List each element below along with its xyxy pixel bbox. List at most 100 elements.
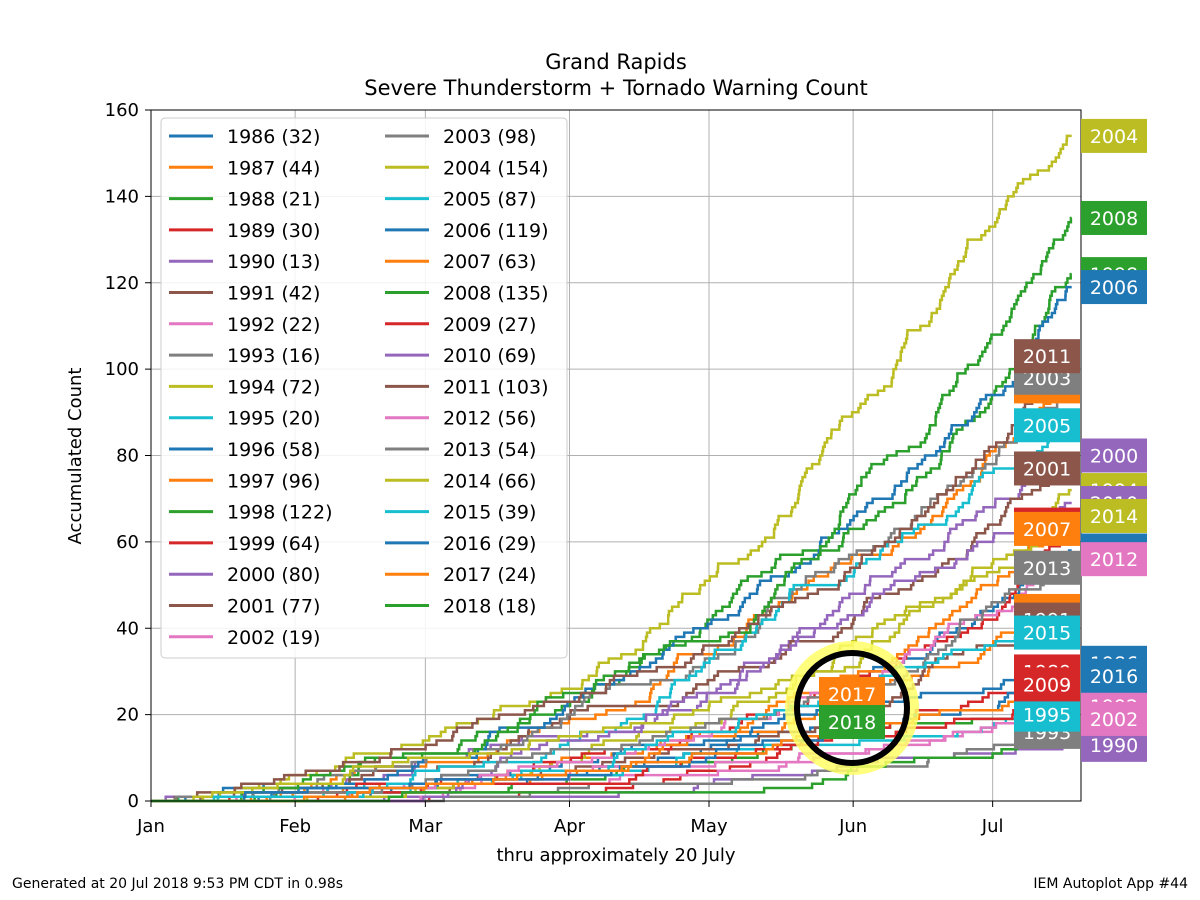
year-label-2008: 2008 <box>1081 200 1147 235</box>
year-label-text: 2018 <box>828 712 876 734</box>
year-label-text: 2005 <box>1023 415 1071 437</box>
legend-entry-1986: 1986 (32) <box>169 126 320 148</box>
year-label-2015: 2015 <box>1014 615 1080 650</box>
year-label-2002: 2002 <box>1081 701 1147 736</box>
series-line-2004 <box>151 134 1072 803</box>
year-label-text: 2006 <box>1090 277 1138 299</box>
year-label-text: 2011 <box>1023 346 1071 368</box>
app-credit: IEM Autoplot App #44 <box>1033 876 1188 892</box>
x-tick-label: May <box>690 816 728 837</box>
legend-entry-2010: 2010 (69) <box>385 345 536 367</box>
legend-label: 2015 (39) <box>443 502 536 524</box>
year-label-2014: 2014 <box>1081 498 1147 533</box>
legend-entry-2009: 2009 (27) <box>385 314 536 336</box>
legend-entry-1988: 1988 (21) <box>169 189 320 211</box>
year-label-box <box>1014 511 1080 546</box>
x-axis-label: thru approximately 20 July <box>496 845 735 866</box>
chart-title: Grand Rapids <box>545 50 687 74</box>
legend-label: 2006 (119) <box>443 220 548 242</box>
year-label-box <box>1014 667 1080 702</box>
legend-label: 2009 (27) <box>443 314 536 336</box>
year-label-box <box>1081 118 1147 153</box>
year-label-box <box>1081 438 1147 473</box>
chart-subtitle: Severe Thunderstorm + Tornado Warning Co… <box>364 76 867 100</box>
x-tick-label: Feb <box>279 816 311 837</box>
legend-label: 2001 (77) <box>227 596 320 618</box>
highlight-glow <box>785 641 919 775</box>
legend-entry-2008: 2008 (135) <box>385 283 548 305</box>
year-label-box <box>1081 658 1147 693</box>
legend-entry-2014: 2014 (66) <box>385 470 536 492</box>
legend-entry-1999: 1999 (64) <box>169 533 320 555</box>
legend-label: 1990 (13) <box>227 251 320 273</box>
legend-entry-2002: 2002 (19) <box>169 627 320 649</box>
year-label-2000: 2000 <box>1081 438 1147 473</box>
legend-label: 2014 (66) <box>443 470 536 492</box>
year-label-text: 2000 <box>1090 446 1138 468</box>
year-label-2012: 2012 <box>1081 542 1147 577</box>
legend-label: 1993 (16) <box>227 345 320 367</box>
year-label-text: 2004 <box>1090 126 1138 148</box>
year-label-text: 2001 <box>1023 458 1071 480</box>
legend-label: 1986 (32) <box>227 126 320 148</box>
y-axis-label: Accumulated Count <box>65 368 86 545</box>
legend-label: 1997 (96) <box>227 470 320 492</box>
legend-label: 1999 (64) <box>227 533 320 555</box>
legend-entry-2012: 2012 (56) <box>385 408 536 430</box>
legend-entry-2011: 2011 (103) <box>385 376 548 398</box>
year-label-box <box>819 705 885 739</box>
legend-entry-2003: 2003 (98) <box>385 126 536 148</box>
legend-entry-2007: 2007 (63) <box>385 251 536 273</box>
legend-entry-2006: 2006 (119) <box>385 220 548 242</box>
legend-label: 2007 (63) <box>443 251 536 273</box>
legend-label: 1991 (42) <box>227 283 320 305</box>
year-label-box <box>1014 451 1080 486</box>
x-tick-label: Jan <box>136 816 165 837</box>
legend-entry-1995: 1995 (20) <box>169 408 320 430</box>
year-label-2005: 2005 <box>1014 408 1080 443</box>
axis-ticks: Jan Feb Mar Apr May Jun Jul 0 20 40 60 80 100 120 140 1… <box>105 100 1004 837</box>
legend-label: 2013 (54) <box>443 439 536 461</box>
legend-entry-1998: 1998 (122) <box>169 502 332 524</box>
y-tick-label: 120 <box>105 273 139 294</box>
generated-timestamp: Generated at 20 Jul 2018 9:53 PM CDT in … <box>12 876 344 892</box>
legend-entry-2016: 2016 (29) <box>385 533 536 555</box>
legend-entry-2013: 2013 (54) <box>385 439 536 461</box>
series-line-2010 <box>151 501 1072 803</box>
legend-label: 2011 (103) <box>443 376 548 398</box>
legend-entry-2004: 2004 (154) <box>385 157 548 179</box>
y-tick-label: 0 <box>128 791 139 812</box>
year-label-text: 2007 <box>1023 519 1071 541</box>
legend-label: 1994 (72) <box>227 376 320 398</box>
year-label-text: 2009 <box>1023 674 1071 696</box>
year-label-box <box>1014 408 1080 443</box>
legend: 1986 (32) 1987 (44) 1988 (21) 1989 (30) 1990… <box>160 117 568 659</box>
year-label-2016: 2016 <box>1081 658 1147 693</box>
x-tick-label: Apr <box>554 816 586 837</box>
legend-entry-1994: 1994 (72) <box>169 376 320 398</box>
legend-entry-1997: 1997 (96) <box>169 470 320 492</box>
y-tick-label: 160 <box>105 100 139 121</box>
year-label-text: 2014 <box>1090 506 1138 528</box>
legend-entry-2018: 2018 (18) <box>385 596 536 618</box>
year-end-labels: 1986198719881989199019911992199319941995… <box>819 118 1147 762</box>
legend-label: 2010 (69) <box>443 345 536 367</box>
year-label-1995: 1995 <box>1014 697 1080 732</box>
year-label-2013: 2013 <box>1014 550 1080 585</box>
legend-box <box>160 117 568 659</box>
legend-label: 2000 (80) <box>227 564 320 586</box>
legend-entry-1992: 1992 (22) <box>169 314 320 336</box>
x-tick-label: Jul <box>981 816 1004 837</box>
y-tick-label: 80 <box>116 446 139 467</box>
legend-entry-2015: 2015 (39) <box>385 502 536 524</box>
series-line-2017 <box>151 696 1072 803</box>
legend-entry-1990: 1990 (13) <box>169 251 320 273</box>
legend-label: 2005 (87) <box>443 189 536 211</box>
legend-entry-1989: 1989 (30) <box>169 220 320 242</box>
legend-label: 1988 (21) <box>227 189 320 211</box>
legend-label: 2016 (29) <box>443 533 536 555</box>
year-label-text: 2008 <box>1090 208 1138 230</box>
x-tick-label: Mar <box>408 816 443 837</box>
legend-label: 2003 (98) <box>443 126 536 148</box>
year-label-box <box>1014 550 1080 585</box>
